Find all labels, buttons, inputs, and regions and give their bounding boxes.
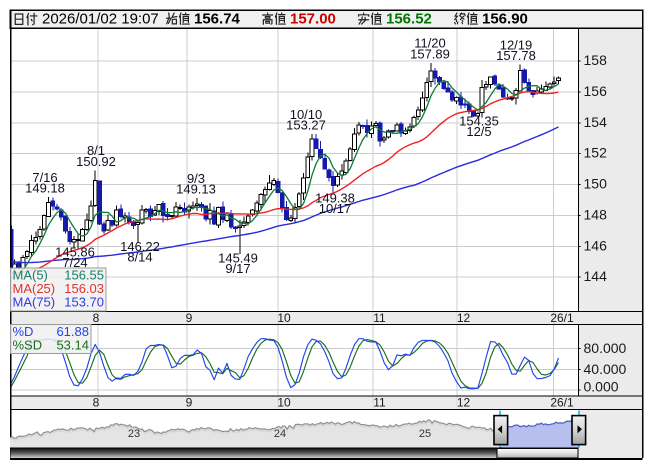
svg-text:10: 10 [277,311,291,325]
svg-text:144: 144 [584,268,608,284]
svg-text:MA(75): MA(75) [13,295,56,310]
svg-text:157.89: 157.89 [410,46,450,61]
svg-text:148: 148 [584,206,608,222]
svg-text:8: 8 [93,311,100,325]
svg-text:MA(25): MA(25) [13,281,56,296]
svg-text:154: 154 [584,114,608,130]
svg-text:26/1: 26/1 [550,311,574,325]
svg-text:157.78: 157.78 [496,48,536,63]
svg-text:11: 11 [373,311,386,325]
svg-text:146: 146 [584,237,608,253]
svg-text:53.14: 53.14 [56,338,89,353]
svg-text:40.000: 40.000 [584,361,627,377]
svg-text:12/19: 12/19 [500,37,533,52]
svg-text:156.55: 156.55 [64,268,104,283]
svg-text:61.88: 61.88 [56,324,89,339]
svg-text:9: 9 [186,396,193,410]
svg-text:156.74: 156.74 [194,11,241,28]
svg-text:0.000: 0.000 [584,379,619,395]
svg-text:10/10: 10/10 [290,107,323,122]
svg-text:150.92: 150.92 [76,154,116,169]
svg-text:7/16: 7/16 [32,170,57,185]
svg-text:156.03: 156.03 [64,281,104,296]
svg-text:156.90: 156.90 [482,11,528,28]
svg-text:8/1: 8/1 [87,143,105,158]
svg-text:10: 10 [277,396,291,410]
svg-text:9/3: 9/3 [187,171,205,186]
svg-text:%SD: %SD [13,338,43,353]
svg-text:8/14: 8/14 [127,250,152,265]
svg-text:80.000: 80.000 [584,340,627,356]
svg-text:157.00: 157.00 [290,11,336,28]
svg-text:149.13: 149.13 [176,182,216,197]
svg-text:12: 12 [457,396,471,410]
svg-text:9/17: 9/17 [225,261,250,276]
svg-text:24: 24 [274,428,286,440]
svg-text:158: 158 [584,52,608,68]
svg-text:%D: %D [13,324,34,339]
svg-text:145.49: 145.49 [218,250,258,265]
svg-text:150: 150 [584,176,608,192]
svg-text:154.35: 154.35 [459,114,499,129]
svg-text:26/1: 26/1 [550,396,574,410]
svg-text:MA(5): MA(5) [13,268,48,283]
svg-text:152: 152 [584,145,608,161]
svg-text:11/20: 11/20 [414,36,446,51]
svg-text:10/17: 10/17 [319,201,352,216]
svg-text:23: 23 [128,428,140,440]
svg-text:9: 9 [186,311,193,325]
svg-text:2026/01/02 19:07: 2026/01/02 19:07 [42,11,159,28]
svg-text:149.18: 149.18 [25,181,65,196]
svg-text:153.27: 153.27 [286,118,326,133]
svg-text:153.70: 153.70 [64,295,104,310]
svg-text:11: 11 [373,396,386,410]
svg-text:149.38: 149.38 [315,190,355,205]
svg-text:12/5: 12/5 [466,124,491,139]
svg-text:156.52: 156.52 [386,11,432,28]
svg-text:12: 12 [457,311,471,325]
svg-text:25: 25 [419,428,431,440]
svg-text:146.22: 146.22 [120,239,160,254]
svg-text:8: 8 [93,396,100,410]
svg-text:145.86: 145.86 [55,245,95,260]
svg-text:7/24: 7/24 [62,255,87,270]
svg-text:156: 156 [584,83,608,99]
